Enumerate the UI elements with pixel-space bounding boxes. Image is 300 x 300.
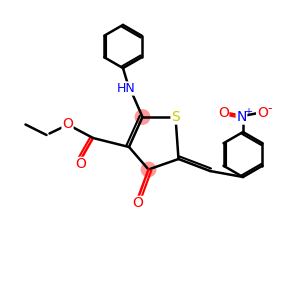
Circle shape xyxy=(135,110,150,124)
Text: S: S xyxy=(171,110,180,124)
Text: -: - xyxy=(268,102,272,116)
Text: O: O xyxy=(62,117,73,130)
Circle shape xyxy=(141,162,156,177)
Text: O: O xyxy=(75,158,86,171)
Text: HN: HN xyxy=(117,82,135,95)
Text: O: O xyxy=(218,106,229,120)
Text: N: N xyxy=(236,110,247,124)
Text: O: O xyxy=(257,106,268,120)
Text: +: + xyxy=(244,106,252,117)
Text: O: O xyxy=(133,196,143,210)
